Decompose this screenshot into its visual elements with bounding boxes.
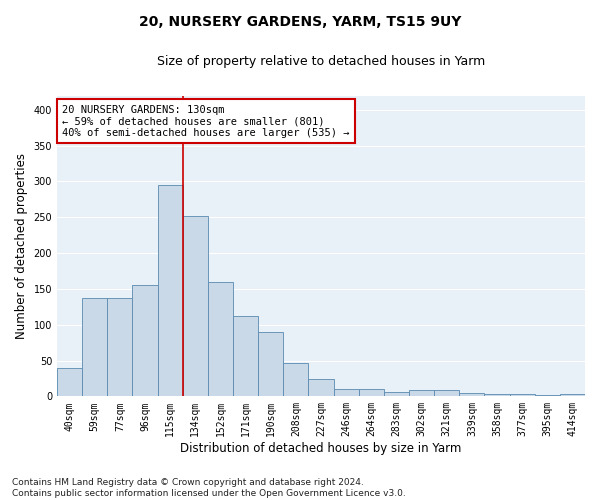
Bar <box>107 298 133 396</box>
Bar <box>484 394 509 396</box>
Bar <box>208 282 233 397</box>
Bar <box>459 394 484 396</box>
Bar <box>509 394 535 396</box>
Text: Contains HM Land Registry data © Crown copyright and database right 2024.
Contai: Contains HM Land Registry data © Crown c… <box>12 478 406 498</box>
Text: 20, NURSERY GARDENS, YARM, TS15 9UY: 20, NURSERY GARDENS, YARM, TS15 9UY <box>139 15 461 29</box>
Bar <box>384 392 409 396</box>
Bar <box>535 395 560 396</box>
Bar <box>82 298 107 396</box>
Bar <box>233 316 258 396</box>
Bar <box>334 389 359 396</box>
Y-axis label: Number of detached properties: Number of detached properties <box>15 153 28 339</box>
Bar <box>359 389 384 396</box>
Bar <box>560 394 585 396</box>
Bar <box>57 368 82 396</box>
Bar <box>158 185 183 396</box>
Bar <box>258 332 283 396</box>
Text: 20 NURSERY GARDENS: 130sqm
← 59% of detached houses are smaller (801)
40% of sem: 20 NURSERY GARDENS: 130sqm ← 59% of deta… <box>62 104 350 138</box>
Title: Size of property relative to detached houses in Yarm: Size of property relative to detached ho… <box>157 55 485 68</box>
Bar <box>308 379 334 396</box>
Bar <box>283 364 308 396</box>
X-axis label: Distribution of detached houses by size in Yarm: Distribution of detached houses by size … <box>181 442 462 455</box>
Bar <box>183 216 208 396</box>
Bar <box>409 390 434 396</box>
Bar <box>133 286 158 397</box>
Bar <box>434 390 459 396</box>
